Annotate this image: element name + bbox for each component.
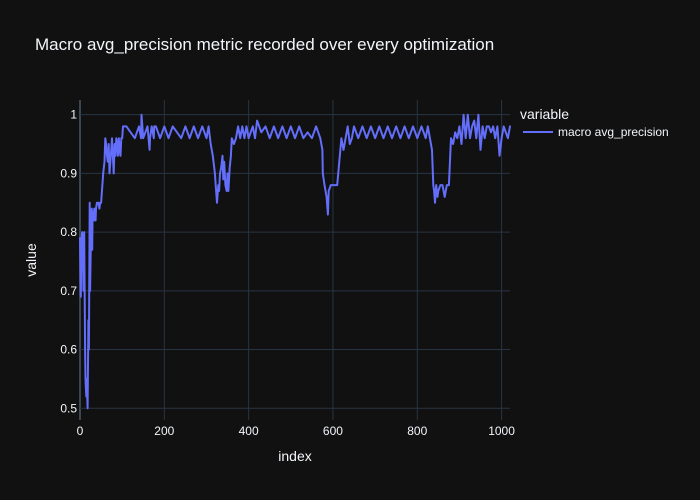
x-tick-label: 400 [239,424,259,438]
y-axis-title: value [23,243,39,277]
x-tick-label: 600 [323,424,343,438]
y-tick-label: 0.9 [60,166,77,180]
x-axis-ticks: 0 200 400 600 800 1000 [77,424,516,438]
y-tick-label: 0.8 [60,225,77,239]
legend[interactable]: variable macro avg_precision [520,106,669,139]
chart-title: Macro avg_precision metric recorded over… [35,35,494,54]
y-tick-label: 0.5 [60,401,77,415]
y-tick-label: 0.6 [60,343,77,357]
series-layer [79,113,511,410]
x-tick-label: 1000 [488,424,515,438]
y-tick-label: 0.7 [60,284,77,298]
legend-title: variable [520,106,569,122]
x-tick-label: 800 [407,424,427,438]
legend-item-macro-avg-precision[interactable]: macro avg_precision [558,125,669,139]
plot-area [79,100,511,420]
x-tick-label: 200 [154,424,174,438]
y-tick-label: 1 [70,108,77,122]
x-axis-title: index [278,448,311,464]
series-line-macro-avg-precision [79,113,511,410]
x-tick-label: 0 [77,424,84,438]
y-gridlines [80,114,510,409]
y-axis-ticks: 0.5 0.6 0.7 0.8 0.9 1 [60,108,77,416]
